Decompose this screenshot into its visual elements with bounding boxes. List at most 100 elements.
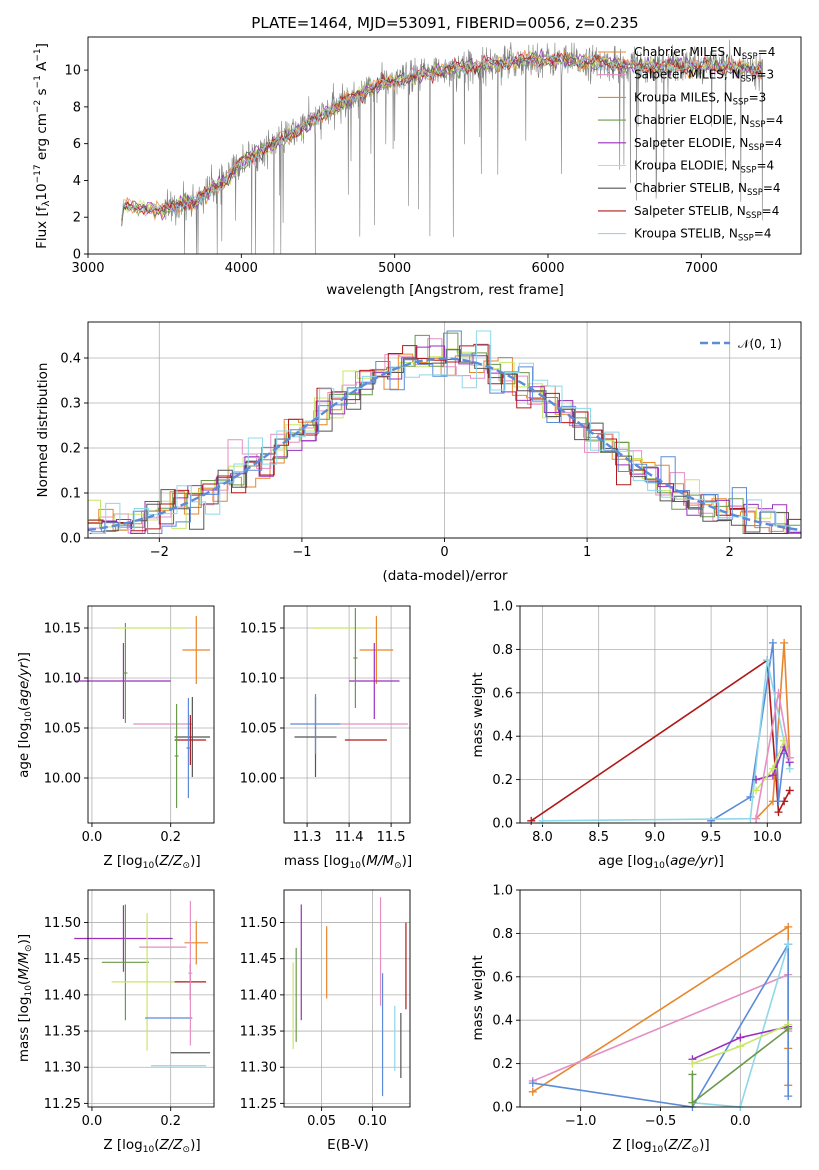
mass-age-xlabel: mass [log10(M/M⊙)] <box>284 853 412 871</box>
weight-marker <box>688 1070 697 1079</box>
weight-marker <box>752 775 761 784</box>
x-tick-label: 9.0 <box>645 830 666 845</box>
weight-marker <box>784 940 793 949</box>
legend-label: Chabrier STELIB, NSSP=4 <box>634 181 781 198</box>
legend-label-rest: =4 <box>763 181 781 195</box>
weight-line <box>542 660 791 822</box>
weight-line <box>755 744 791 781</box>
x-tick-label: 11.5 <box>377 830 406 845</box>
histogram-step <box>88 332 801 534</box>
weight-marker <box>688 1059 697 1068</box>
y-tick-label: 10.15 <box>44 622 81 637</box>
spectrum-panel: PLATE=1464, MJD=53091, FIBERID=0056, z=0… <box>33 14 802 298</box>
y-tick-label: 0.0 <box>492 817 513 832</box>
histogram-ylabel: Normed distribution <box>35 363 51 498</box>
y-tick-label: 10.05 <box>44 722 81 737</box>
weight-marker <box>528 1079 537 1088</box>
residual-histogram-panel: (data-model)/error Normed distribution −… <box>35 321 802 584</box>
legend-label-rest: =3 <box>756 68 774 82</box>
y-tick-label: 4 <box>73 174 81 189</box>
mass-age-panel: mass [log10(M/M⊙)] 11.3 11.4 11.5 10.00 10.0… <box>240 605 412 871</box>
histogram-step <box>89 349 801 534</box>
y-tick-label: 10.00 <box>44 772 81 787</box>
age-weight-panel: age [log10(age/yr)] mass weight 8.0 8.5 9.… <box>470 600 802 871</box>
x-tick-label: 3000 <box>71 261 104 276</box>
legend-subscript: SSP <box>746 211 762 221</box>
x-tick-label: 11.3 <box>293 830 322 845</box>
model-spectrum-line <box>121 53 763 221</box>
z-mass-xlabel: Z [log10(Z/Z⊙)] <box>103 1137 200 1155</box>
y-tick-label: 0.4 <box>60 352 81 367</box>
y-tick-label: 10.10 <box>44 672 81 687</box>
legend-label-rest: =4 <box>756 159 774 173</box>
z-age-xlabel: Z [log10(Z/Z⊙)] <box>103 853 200 871</box>
y-tick-label: 11.30 <box>240 1061 277 1076</box>
legend-label: Chabrier MILES, NSSP=4 <box>634 45 775 62</box>
y-tick-label: 11.25 <box>44 1097 81 1112</box>
data-spectrum-line <box>122 39 763 254</box>
weight-marker <box>774 688 783 697</box>
spectrum-ylabel: Flux [fλ10−17 erg cm−2 s−1 A−1] <box>33 43 52 249</box>
legend-subscript: SSP <box>741 75 757 85</box>
histogram-step <box>88 338 799 534</box>
weight-marker <box>774 808 783 817</box>
axes-frame <box>87 605 215 824</box>
axes-frame <box>283 605 411 824</box>
histogram-step <box>90 330 801 534</box>
y-tick-label: 0 <box>73 248 81 263</box>
y-tick-label: 6 <box>73 137 81 152</box>
chart-title: PLATE=1464, MJD=53091, FIBERID=0056, z=0… <box>251 14 638 32</box>
weight-marker <box>784 1024 793 1033</box>
legend-label: Chabrier ELODIE, NSSP=4 <box>634 113 783 130</box>
legend-subscript: SSP <box>750 120 766 130</box>
x-tick-label: 1 <box>583 545 591 560</box>
y-tick-label: 11.50 <box>44 916 81 931</box>
ebv-mass-xlabel: E(B-V) <box>327 1137 369 1153</box>
x-tick-label: −2 <box>150 545 169 560</box>
y-tick-label: 0.2 <box>492 1057 513 1072</box>
weight-marker <box>768 638 777 647</box>
x-tick-label: −1.0 <box>565 1114 597 1129</box>
y-tick-label: 0.3 <box>60 397 81 412</box>
histogram-step <box>88 345 801 534</box>
weight-marker <box>785 786 794 795</box>
legend-label: Kroupa MILES, NSSP=3 <box>634 90 766 107</box>
x-tick-label: 8.5 <box>588 830 609 845</box>
y-tick-label: 0.8 <box>492 927 513 942</box>
age-weight-ylabel: mass weight <box>470 672 486 757</box>
weight-marker <box>736 1042 745 1051</box>
x-tick-label: 0.0 <box>82 830 103 845</box>
legend-subscript: SSP <box>733 97 749 107</box>
y-tick-label: 8 <box>73 100 81 115</box>
axes-frame <box>87 321 802 539</box>
x-tick-label: 2 <box>726 545 734 560</box>
y-tick-label: 0.2 <box>492 773 513 788</box>
weight-marker <box>736 1033 745 1042</box>
x-tick-label: 0 <box>440 545 448 560</box>
weight-line <box>532 941 789 1108</box>
weight-marker <box>763 656 772 665</box>
y-tick-label: 2 <box>73 211 81 226</box>
weight-marker <box>784 1092 793 1101</box>
z-mass-panel: Z [log10(Z/Z⊙)] mass [log10(M/M⊙)] 0.0 0.… <box>16 889 215 1155</box>
y-tick-label: 0.4 <box>492 730 513 745</box>
legend-label: Salpeter ELODIE, NSSP=4 <box>634 136 782 153</box>
y-tick-label: 11.35 <box>240 1025 277 1040</box>
x-tick-label: 0.0 <box>730 1114 751 1129</box>
y-tick-label: 1.0 <box>492 600 513 615</box>
weight-marker <box>688 1098 697 1107</box>
z-weight-xlabel: Z [log10(Z/Z⊙)] <box>612 1137 709 1155</box>
x-tick-label: 0.0 <box>82 1114 103 1129</box>
x-tick-label: 5000 <box>378 261 411 276</box>
y-tick-label: 11.40 <box>240 988 277 1003</box>
x-tick-label: −1 <box>292 545 311 560</box>
axes-frame <box>519 605 802 824</box>
z-age-panel: Z [log10(Z/Z⊙)] age [log10(age/yr)] 0.0 0… <box>16 605 215 871</box>
y-tick-label: 11.50 <box>240 916 277 931</box>
legend-label-rest: =4 <box>754 227 772 241</box>
legend-label: Salpeter MILES, NSSP=3 <box>634 68 774 85</box>
weight-marker <box>752 786 761 795</box>
weight-marker <box>784 922 793 931</box>
weight-marker <box>785 753 794 762</box>
